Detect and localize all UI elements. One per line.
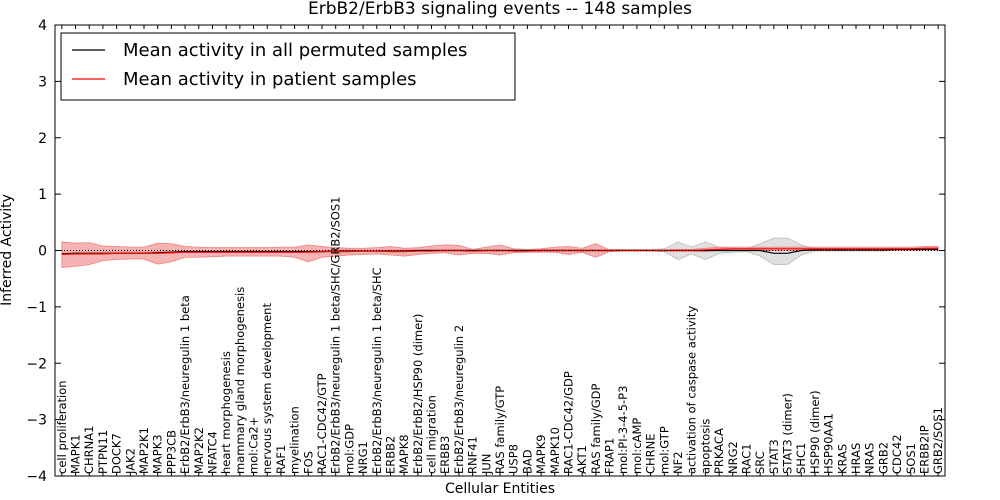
x-tick-label: MAPK9 [534, 434, 548, 474]
x-tick-label: KRAS [835, 444, 849, 474]
x-tick-label: myelination [288, 406, 302, 474]
legend-label-patient: Mean activity in patient samples [123, 69, 417, 90]
x-tick-label: mol:Ca2+ [247, 417, 261, 474]
x-tick-label: HSP90 (dimer) [808, 390, 822, 474]
x-tick-label: RAS family/GDP [589, 384, 603, 474]
x-tick-label: SRC [753, 451, 767, 474]
x-tick-label: apoptosis [698, 419, 712, 474]
x-tick-label: FRAP1 [603, 438, 617, 474]
chart-title: ErbB2/ErbB3 signaling events -- 148 samp… [308, 0, 692, 19]
x-tick-label: RAS family/GTP [493, 386, 507, 474]
x-tick-label: cell proliferation [55, 380, 69, 474]
y-tick-label: −2 [26, 356, 47, 372]
x-tick-label: NRAS [863, 443, 877, 474]
y-tick-label: −1 [26, 300, 47, 316]
band-series-1 [61, 241, 939, 268]
x-tick-label: NRG1 [356, 441, 370, 474]
x-tick-label: GRB2/SOS1 [931, 407, 945, 474]
x-tick-labels: cell proliferation MAPK1 CHRNA1 PTPN11 DOCK7… [55, 197, 945, 475]
x-tick-label: NRG2 [726, 441, 740, 474]
x-tick-label: NF2 [671, 451, 685, 474]
x-tick-label: ERBB2IP [917, 425, 931, 474]
x-tick-label: ERBB2 [383, 436, 397, 474]
x-tick-label: cell migration [425, 395, 439, 474]
x-tick-label: DOCK7 [110, 433, 124, 474]
x-tick-label: STAT3 (dimer) [781, 393, 795, 474]
x-tick-label: ErbB2/ErbB3/neuregulin 1 beta/SHC/GRB2/S… [329, 197, 343, 474]
x-tick-label: MAPK8 [397, 434, 411, 474]
x-tick-label: ErbB2/ErbB3/neuregulin 2 [452, 325, 466, 474]
x-tick-label: MAP2K1 [137, 427, 151, 474]
x-tick-label: CDC42 [890, 434, 904, 474]
x-tick-label: STAT3 [767, 439, 781, 474]
x-tick-label: RNF41 [466, 436, 480, 474]
x-tick-label: mol:PI-3-4-5-P3 [616, 386, 630, 474]
x-tick-label: mammary gland morphogenesis [233, 287, 247, 474]
x-tick-label: mol:GTP [657, 426, 671, 474]
y-tick-label: −3 [26, 413, 47, 429]
x-tick-label: CHRNE [644, 433, 658, 474]
y-tick-label: 0 [38, 244, 47, 260]
x-tick-label: activation of caspase activity [685, 306, 699, 474]
legend-box [60, 32, 516, 101]
x-tick-label: MAPK1 [69, 434, 83, 474]
x-tick-label: PRKACA [712, 428, 726, 474]
x-tick-label: RAC1 [739, 443, 753, 474]
x-tick-label: NFATC4 [205, 431, 219, 474]
x-tick-label: ErbB2/ErbB3/neuregulin 1 beta [178, 295, 192, 474]
y-tick-label: −4 [26, 469, 47, 485]
x-tick-label: heart morphogenesis [219, 351, 233, 474]
x-tick-label: ErbB2/ErbB3/neuregulin 1 beta/SHC [370, 267, 384, 474]
y-axis-ticks: −4 −3 −2 −1 0 1 2 3 4 [26, 18, 945, 485]
x-tick-label: RAF1 [274, 445, 288, 474]
x-tick-label: mol:cAMP [630, 418, 644, 474]
x-tick-label: JUN [479, 454, 493, 475]
x-tick-label: nervous system development [260, 303, 274, 474]
x-tick-label: SHC1 [794, 443, 808, 474]
y-tick-label: 3 [38, 74, 47, 90]
x-tick-label: JAK2 [123, 448, 137, 475]
y-tick-label: 2 [38, 131, 47, 147]
x-tick-label: RAC1-CDC42/GTP [315, 373, 329, 474]
x-tick-label: AKT1 [575, 445, 589, 474]
y-tick-label: 4 [38, 18, 47, 34]
x-tick-label: HSP90AA1 [822, 413, 836, 474]
x-axis-ticks [61, 25, 939, 476]
x-tick-label: ERBB3 [438, 436, 452, 474]
x-tick-label: GRB2 [876, 442, 890, 474]
y-tick-label: 1 [38, 187, 47, 203]
legend: Mean activity in all permuted samples Me… [60, 32, 516, 101]
x-tick-label: mol:GDP [342, 424, 356, 474]
x-axis-label: Cellular Entities [445, 481, 555, 497]
y-axis-label: Inferred Activity [0, 194, 15, 306]
legend-label-permuted: Mean activity in all permuted samples [123, 40, 467, 61]
x-tick-label: PPP3CB [164, 430, 178, 474]
x-tick-label: USP8 [507, 444, 521, 474]
x-tick-label: BAD [520, 449, 534, 474]
x-tick-label: ErbB2/ErbB2/HSP90 (dimer) [411, 314, 425, 474]
x-tick-label: RAC1-CDC42/GDP [561, 371, 575, 474]
x-tick-label: HRAS [849, 443, 863, 474]
x-tick-label: SOS1 [904, 443, 918, 474]
x-tick-label: PTPN11 [96, 430, 110, 474]
x-tick-label: MAP2K2 [192, 427, 206, 474]
x-tick-label: FOS [301, 451, 315, 474]
x-tick-label: MAPK10 [548, 427, 562, 474]
x-tick-label: MAPK3 [151, 434, 165, 474]
x-tick-label: CHRNA1 [82, 426, 96, 474]
